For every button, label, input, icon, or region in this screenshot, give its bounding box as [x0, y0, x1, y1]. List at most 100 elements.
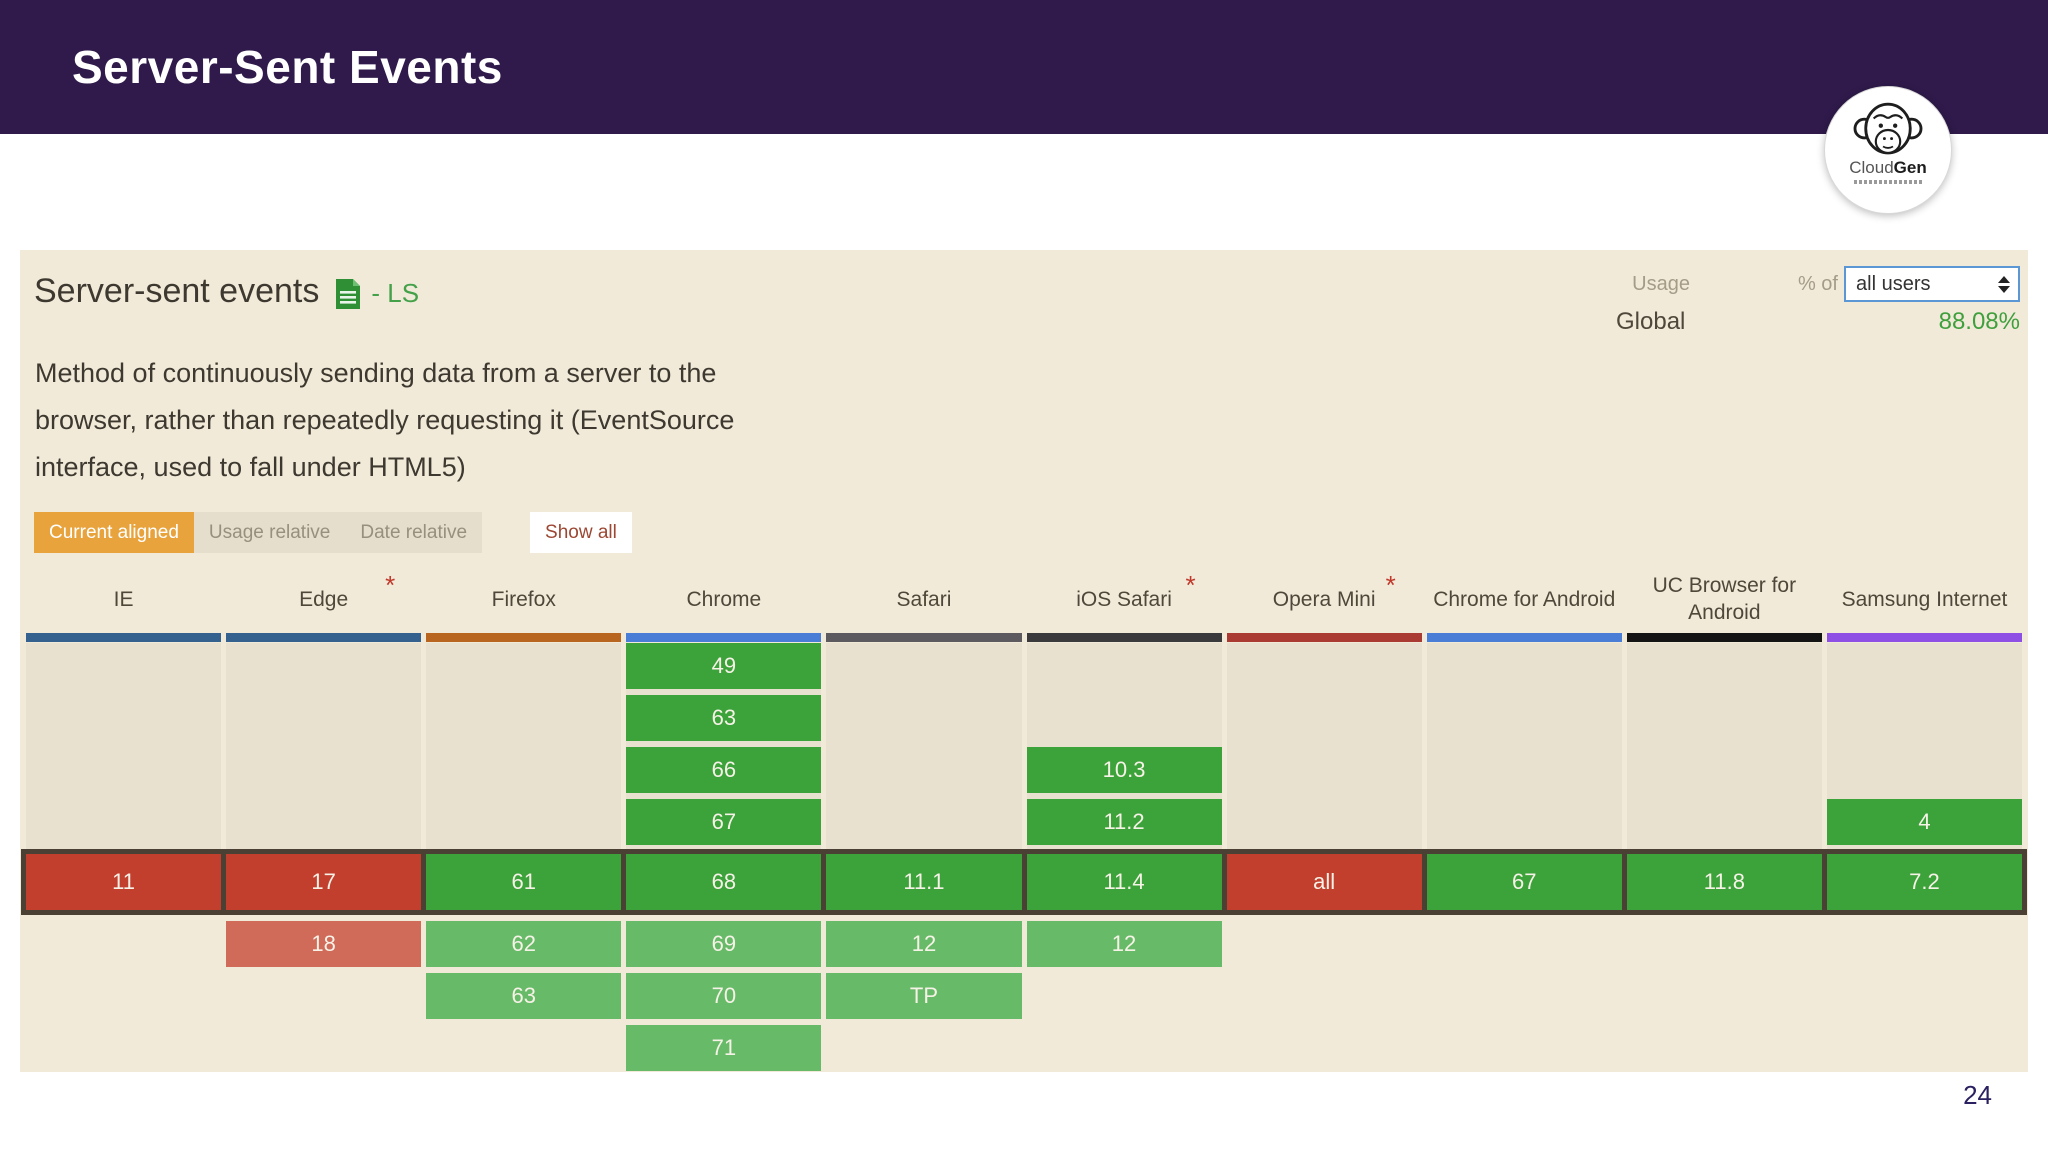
version-cell[interactable]: 11.2 — [1026, 799, 1222, 845]
history-track — [1626, 643, 1822, 849]
version-cell[interactable]: 67 — [626, 799, 822, 845]
spec-document-icon[interactable] — [335, 278, 361, 310]
browser-header-samsung-internet: Samsung Internet — [1826, 572, 2022, 642]
history-rows: 49 63 66 67 10.3 11.2 4 — [26, 643, 2022, 849]
usage-row: Usage % of all users — [1632, 266, 2020, 302]
browser-header-chrome: Chrome — [626, 572, 822, 642]
current-version-cell[interactable]: 11.8 — [1626, 854, 1822, 910]
percent-of-label: % of — [1797, 272, 1838, 295]
future-track — [1827, 921, 2022, 1071]
current-version-cell[interactable]: 11.4 — [1026, 854, 1222, 910]
browser-color-bar — [826, 633, 1022, 642]
version-cell[interactable]: 4 — [1826, 799, 2022, 845]
browser-name-label: iOS Safari — [1076, 587, 1172, 611]
version-cell[interactable]: 10.3 — [1026, 747, 1222, 793]
users-select[interactable]: all users — [1844, 266, 2020, 302]
current-version-cell[interactable]: 67 — [1426, 854, 1622, 910]
current-version-cell[interactable]: 17 — [226, 854, 422, 910]
history-track — [826, 643, 1022, 849]
note-asterisk: * — [1385, 570, 1396, 600]
select-updown-icon — [1998, 275, 2010, 293]
global-label: Global — [1616, 308, 1686, 335]
future-track: 62 63 — [426, 921, 622, 1071]
history-track — [426, 643, 622, 849]
version-cell[interactable]: 63 — [426, 973, 622, 1019]
browser-header-ie: IE — [26, 572, 222, 642]
browser-name-label: Firefox — [491, 587, 556, 611]
current-version-row: 11 17 61 68 11.1 11.4 all 67 11.8 7.2 — [26, 854, 2022, 910]
logo-wordmark: CloudGen — [1849, 158, 1927, 177]
logo-tagline — [1854, 180, 1922, 184]
usage-label: Usage — [1632, 272, 1690, 295]
version-cell[interactable]: 62 — [426, 921, 622, 967]
date-relative-button[interactable]: Date relative — [345, 512, 483, 553]
browser-color-bar — [426, 633, 622, 642]
browser-name-label: Safari — [896, 587, 952, 611]
browser-name-label: Edge — [299, 587, 349, 611]
version-cell[interactable]: TP — [826, 973, 1022, 1019]
browser-header-edge: Edge * — [226, 570, 422, 642]
future-track — [26, 921, 221, 1071]
current-version-cell[interactable]: 7.2 — [1826, 854, 2022, 910]
future-track: 69 70 71 — [626, 921, 822, 1071]
browser-name-label: Samsung Internet — [1841, 587, 2008, 611]
history-track — [1426, 643, 1622, 849]
slide-header: Server-Sent Events — [0, 0, 2048, 134]
browser-header-uc-browser-for-android: UC Browser for Android — [1626, 572, 1822, 642]
browser-color-bar — [1026, 633, 1222, 642]
future-track: 12 TP — [826, 921, 1022, 1071]
history-track: 49 63 66 67 — [626, 643, 822, 849]
browser-name-label: Chrome — [686, 587, 762, 611]
description-line: interface, used to fall under HTML5) — [35, 452, 466, 482]
users-select-value: all users — [1856, 272, 1931, 295]
current-aligned-button[interactable]: Current aligned — [34, 512, 194, 553]
future-track — [1227, 921, 1422, 1071]
show-all-button[interactable]: Show all — [530, 512, 632, 553]
version-cell[interactable]: 12 — [826, 921, 1022, 967]
version-cell[interactable]: 66 — [626, 747, 822, 793]
current-version-cell[interactable]: 11.1 — [826, 854, 1022, 910]
version-cell[interactable]: 71 — [626, 1025, 822, 1071]
version-cell[interactable]: 18 — [226, 921, 422, 967]
browser-name-label: UC Browser for Android — [1652, 574, 1797, 624]
browser-color-bar — [1826, 633, 2022, 642]
browser-color-bar — [626, 633, 822, 642]
usage-relative-button[interactable]: Usage relative — [193, 512, 346, 553]
history-track — [226, 643, 422, 849]
browser-header-row: IE Edge * Firefox Chrome Safari iOS Safari * Ope… — [26, 570, 2022, 642]
version-cell[interactable]: 49 — [626, 643, 822, 689]
version-cell[interactable]: 69 — [626, 921, 822, 967]
current-version-cell[interactable]: 11 — [26, 854, 222, 910]
history-track — [26, 643, 222, 849]
browser-header-firefox: Firefox — [426, 572, 622, 642]
note-asterisk: * — [1185, 570, 1196, 600]
future-rows: 18 62 63 69 70 71 12 TP 12 — [26, 921, 2022, 1071]
global-usage-value: 88.08% — [1938, 308, 2020, 335]
current-version-cell[interactable]: all — [1226, 854, 1422, 910]
caniuse-panel: Server-sent events - LS Usage % of all u… — [20, 250, 2028, 1072]
browser-color-bar — [26, 633, 222, 642]
version-cell[interactable]: 12 — [1026, 921, 1222, 967]
feature-title: Server-sent events — [34, 272, 320, 310]
browser-color-bar — [1426, 633, 1622, 642]
version-cell[interactable]: 63 — [626, 695, 822, 741]
slide-title: Server-Sent Events — [72, 41, 503, 93]
version-cell[interactable]: 70 — [626, 973, 822, 1019]
browser-header-chrome-for-android: Chrome for Android — [1426, 572, 1622, 642]
current-version-cell[interactable]: 68 — [626, 854, 822, 910]
future-track — [1427, 921, 1622, 1071]
page-number: 24 — [1963, 1080, 1992, 1110]
current-version-cell[interactable]: 61 — [426, 854, 622, 910]
history-track: 10.3 11.2 — [1026, 643, 1222, 849]
future-track — [1627, 921, 1822, 1071]
browser-color-bar — [1226, 633, 1422, 642]
description-line: browser, rather than repeatedly requesti… — [35, 405, 735, 435]
future-track: 12 — [1026, 921, 1222, 1071]
description-line: Method of continuously sending data from… — [35, 358, 717, 388]
browser-header-opera-mini: Opera Mini * — [1226, 570, 1422, 642]
monkey-icon — [1853, 102, 1923, 155]
feature-description: Method of continuously sending data from… — [35, 350, 734, 491]
spec-status-link[interactable]: - LS — [371, 278, 420, 308]
view-controls: Current aligned Usage relative Date rela… — [34, 512, 632, 553]
